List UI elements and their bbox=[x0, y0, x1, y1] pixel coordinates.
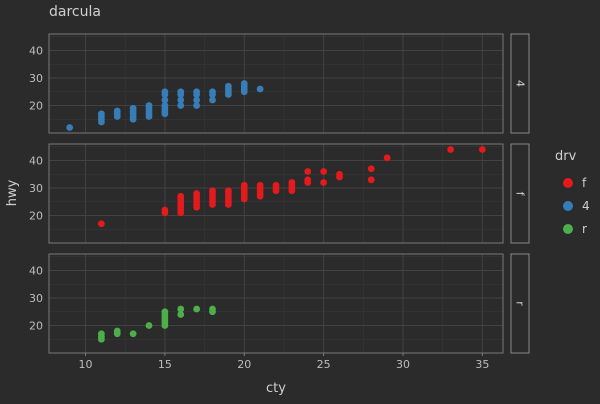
data-point bbox=[288, 179, 296, 186]
y-tick-label: 40 bbox=[29, 155, 43, 168]
facet-strip bbox=[510, 143, 530, 244]
facet-panel-4: 20 30 40 4 bbox=[29, 33, 530, 134]
data-point bbox=[240, 80, 248, 87]
data-point bbox=[113, 327, 121, 335]
data-point bbox=[209, 305, 216, 313]
x-tick-label: 30 bbox=[396, 358, 410, 371]
x-tick-label: 15 bbox=[158, 358, 172, 371]
x-tick-label: 10 bbox=[79, 358, 93, 371]
data-point bbox=[161, 102, 169, 109]
data-point bbox=[224, 187, 232, 195]
chart-title: darcula bbox=[49, 4, 101, 20]
data-point bbox=[256, 181, 264, 189]
data-point bbox=[367, 165, 375, 173]
data-point bbox=[224, 82, 232, 90]
data-point bbox=[177, 88, 185, 96]
legend-label: 4 bbox=[582, 199, 590, 213]
data-point bbox=[145, 102, 153, 109]
data-point bbox=[66, 124, 74, 131]
data-point bbox=[177, 305, 185, 313]
data-point bbox=[113, 107, 121, 115]
y-tick-label: 30 bbox=[29, 72, 43, 85]
data-point bbox=[193, 88, 201, 96]
data-point bbox=[383, 154, 391, 162]
panel-border bbox=[48, 253, 504, 354]
data-point bbox=[193, 96, 201, 104]
y-tick-label: 30 bbox=[29, 292, 43, 305]
data-point bbox=[478, 146, 486, 153]
panel-border bbox=[48, 33, 504, 134]
facet-strip-label: 4 bbox=[514, 80, 527, 87]
data-point bbox=[177, 102, 185, 109]
facet-strip-label: r bbox=[514, 301, 527, 306]
data-point bbox=[161, 96, 169, 104]
data-point bbox=[304, 176, 312, 184]
data-point bbox=[193, 102, 201, 109]
y-tick-label: 20 bbox=[29, 100, 43, 113]
data-point bbox=[320, 168, 328, 175]
data-point bbox=[336, 170, 343, 178]
data-point bbox=[272, 181, 280, 189]
data-point bbox=[129, 330, 137, 338]
data-point bbox=[256, 85, 264, 93]
data-point bbox=[97, 110, 105, 118]
data-point bbox=[177, 311, 185, 318]
data-point bbox=[447, 146, 455, 153]
data-point bbox=[240, 181, 248, 189]
panel-border bbox=[48, 143, 504, 244]
x-tick-label: 35 bbox=[475, 358, 489, 371]
data-point bbox=[209, 187, 216, 195]
legend: drv f 4 r bbox=[555, 149, 590, 236]
legend-title: drv bbox=[555, 149, 577, 164]
y-tick-label: 40 bbox=[29, 265, 43, 278]
plot-panels: 20 30 40 4 20 30 40 f 20 30 40 r bbox=[29, 33, 530, 354]
legend-label: f bbox=[582, 176, 587, 190]
y-tick-label: 20 bbox=[29, 210, 43, 223]
data-point bbox=[367, 176, 375, 184]
data-point bbox=[193, 305, 201, 313]
data-point bbox=[209, 88, 216, 96]
x-tick-label: 20 bbox=[237, 358, 251, 371]
data-point bbox=[97, 330, 105, 338]
facet-panel-f: 20 30 40 f bbox=[29, 143, 530, 244]
y-tick-label: 40 bbox=[29, 45, 43, 58]
data-point bbox=[177, 192, 185, 200]
facet-strip bbox=[510, 253, 530, 354]
y-axis-label: hwy bbox=[5, 179, 20, 206]
data-point bbox=[161, 206, 169, 214]
legend-label: r bbox=[582, 222, 587, 236]
legend-key-r bbox=[563, 224, 573, 234]
y-tick-label: 30 bbox=[29, 182, 43, 195]
data-point bbox=[161, 308, 169, 316]
data-point bbox=[209, 96, 216, 104]
data-point bbox=[304, 168, 312, 175]
facet-strip bbox=[510, 33, 530, 134]
x-tick-label: 25 bbox=[317, 358, 331, 371]
legend-key-f bbox=[563, 178, 573, 188]
legend-key-4 bbox=[563, 201, 573, 211]
data-point bbox=[145, 322, 153, 329]
data-point bbox=[193, 190, 201, 197]
data-point bbox=[97, 220, 105, 228]
data-point bbox=[129, 104, 137, 112]
x-axis-label: cty bbox=[266, 381, 286, 396]
data-point bbox=[161, 88, 169, 96]
data-point bbox=[320, 179, 328, 186]
x-axis: 10 15 20 25 30 35 bbox=[79, 353, 489, 371]
facet-strip-label: f bbox=[514, 192, 527, 197]
y-tick-label: 20 bbox=[29, 320, 43, 333]
data-point bbox=[177, 96, 185, 104]
facet-panel-r: 20 30 40 r bbox=[29, 253, 530, 354]
